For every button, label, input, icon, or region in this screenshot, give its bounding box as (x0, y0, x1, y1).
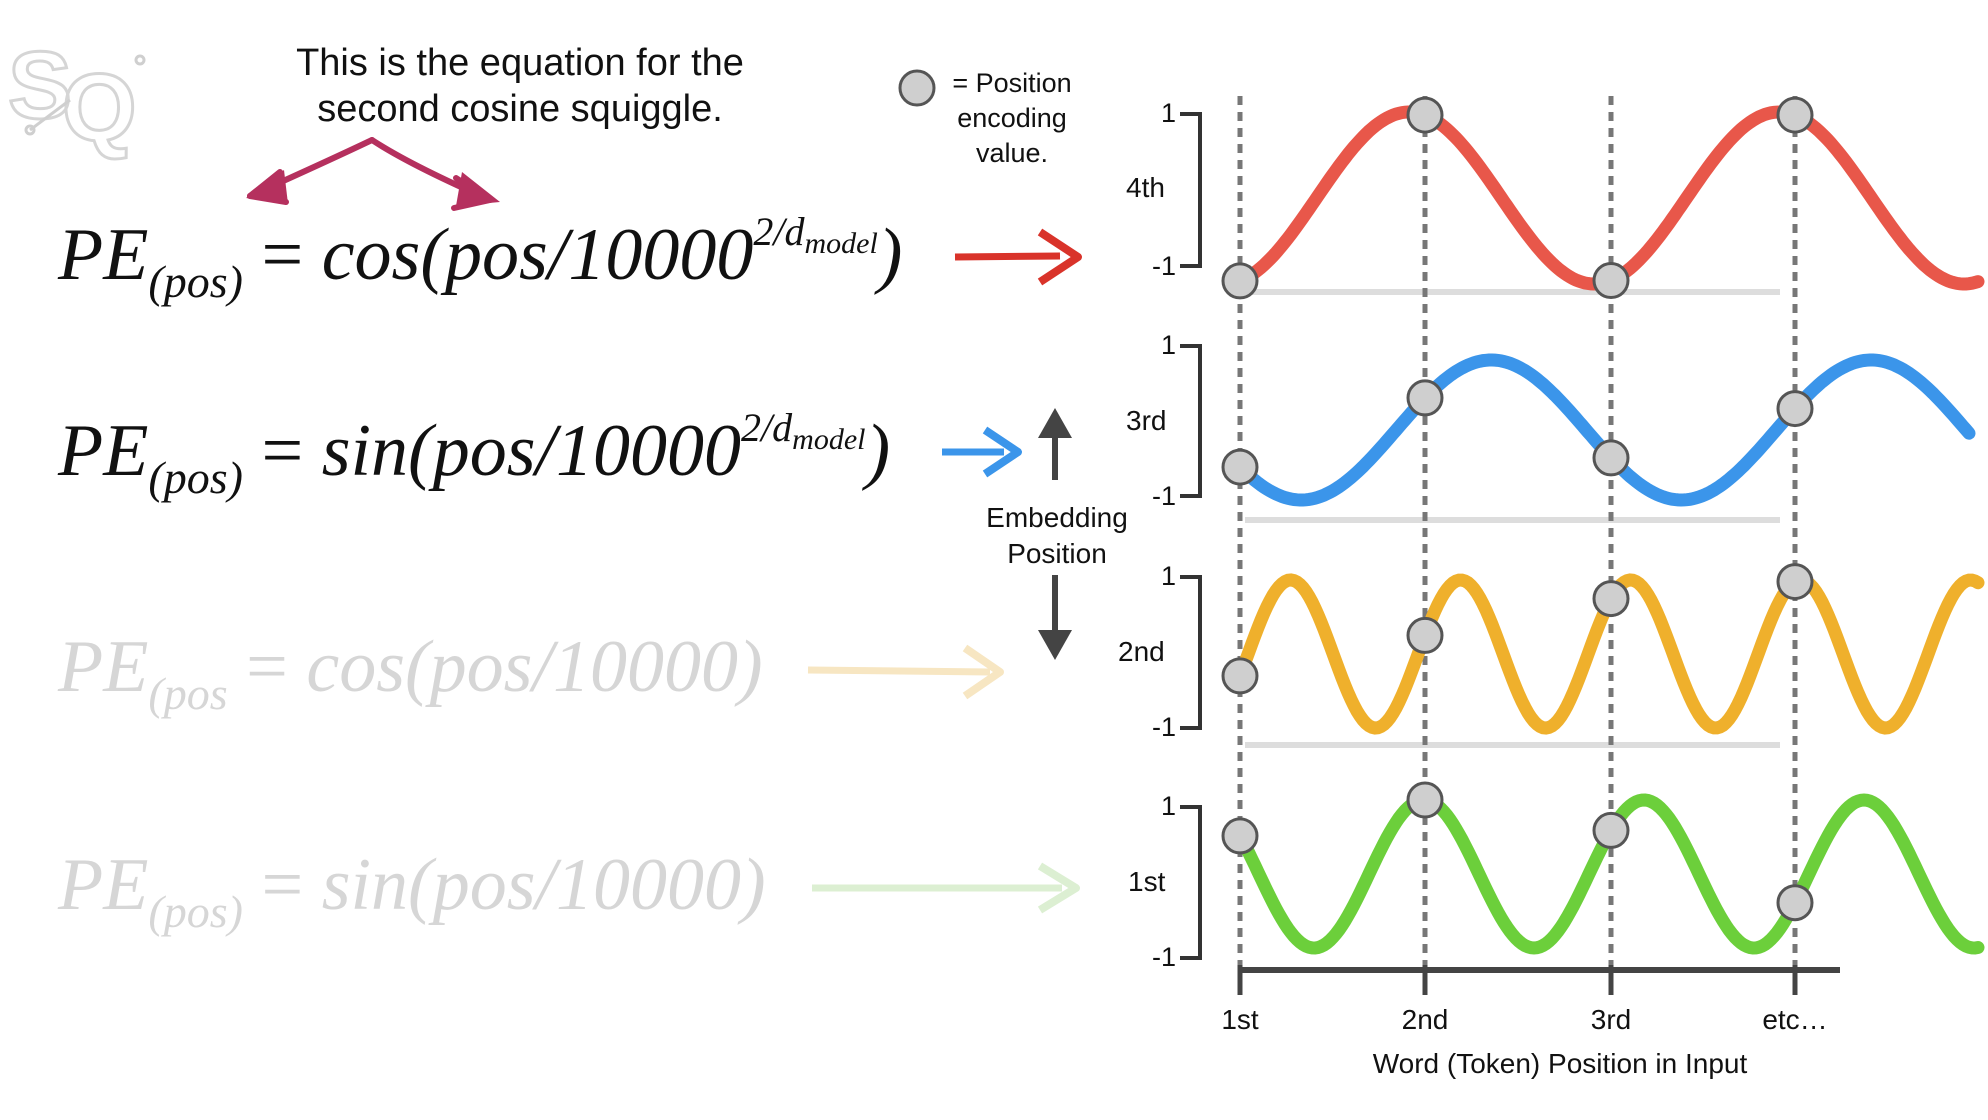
equation-sin-first-faded: PE(pos) = sin(pos/10000) (58, 848, 766, 935)
embedding-arrow-down-head (1038, 630, 1072, 660)
dots-group (1221, 96, 1814, 922)
eq2-close: ) (865, 410, 891, 492)
eq4-lhs: PE (58, 844, 149, 926)
row1-ymax: 1 (1160, 791, 1176, 821)
position-dot-1st-4 (1776, 884, 1814, 922)
position-dot-3rd-1 (1221, 448, 1259, 486)
equation-arrow-blue (942, 426, 1022, 478)
eq2-sub: (pos) (148, 452, 243, 503)
position-dot-1st-3 (1592, 811, 1630, 849)
position-dot-4th-2 (1406, 96, 1444, 134)
position-dot-2nd-2 (1406, 616, 1444, 654)
position-dot-2nd-1 (1221, 657, 1259, 695)
equation-cos-second: PE(pos) = cos(pos/100002/dmodel) (58, 212, 902, 305)
x-axis-label: Word (Token) Position in Input (1372, 1048, 1748, 1079)
eq1-arg: (pos/10000 (420, 214, 754, 296)
eq2-lhs: PE (58, 410, 149, 492)
position-dot-4th-3 (1592, 262, 1630, 299)
embedding-line-1: Embedding (986, 502, 1128, 533)
position-dot-2nd-3 (1592, 580, 1630, 618)
position-dot-1st-1 (1221, 817, 1259, 855)
row2-ymax: 1 (1160, 561, 1176, 591)
row-label-2nd: 2nd (1118, 636, 1165, 667)
position-dot-4th-1 (1221, 262, 1259, 300)
embedding-line-2: Position (1007, 538, 1107, 569)
statquest-logo: S Q (7, 31, 146, 163)
row2-ymin: -1 (1151, 712, 1176, 742)
position-dot-2nd-4 (1776, 563, 1814, 601)
row1-ymin: -1 (1151, 942, 1176, 972)
eq1-lhs: PE (58, 214, 149, 296)
eq1-exp: 2/d (753, 209, 805, 254)
eq4-sub: (pos) (148, 886, 243, 937)
row3-ymax: 1 (1160, 330, 1176, 360)
callout-line-1: This is the equation for the (296, 42, 744, 84)
row-axes (1180, 112, 1202, 960)
eq1-sub: (pos) (148, 256, 243, 307)
row4-ymax: 1 (1160, 98, 1176, 128)
position-dot-4th-4 (1776, 96, 1814, 134)
eq2-equals: = (242, 410, 322, 492)
x-tick-3rd: 3rd (1590, 1004, 1632, 1035)
x-axis-ticks (1237, 962, 1798, 995)
x-tick-etc: etc… (1762, 1004, 1828, 1035)
eq1-close: ) (877, 214, 903, 296)
legend-marker (898, 69, 936, 107)
callout-arrowhead-right (456, 172, 500, 206)
eq3-fn: cos (306, 626, 406, 708)
callout-text: This is the equation for the second cosi… (230, 40, 810, 132)
row3-ymin: -1 (1151, 481, 1176, 511)
legend-line-1: = Position (952, 68, 1072, 98)
eq2-arg: (pos/10000 (408, 410, 742, 492)
eq1-expsub: model (804, 227, 878, 260)
eq3-lhs: PE (58, 626, 149, 708)
eq1-fn: cos (321, 214, 421, 296)
x-tick-1st: 1st (1221, 1004, 1259, 1035)
position-dot-3rd-2 (1406, 379, 1444, 417)
row-label-1st: 1st (1128, 866, 1166, 897)
eq3-arg: (pos/10000) (405, 626, 763, 708)
equation-cos-first-faded: PE(pos = cos(pos/10000) (58, 630, 763, 717)
eq2-expsub: model (792, 423, 866, 456)
eq4-equals: = (242, 844, 322, 926)
equation-sin-second: PE(pos) = sin(pos/100002/dmodel) (58, 408, 890, 501)
position-dot-3rd-3 (1592, 439, 1630, 477)
eq4-fn: sin (321, 844, 409, 926)
row-label-3rd: 3rd (1126, 405, 1167, 436)
callout-line-2: second cosine squiggle. (317, 88, 723, 130)
embedding-position-label: Embedding Position (972, 500, 1142, 572)
eq2-fn: sin (321, 410, 409, 492)
row-label-4th: 4th (1126, 172, 1165, 203)
embedding-arrow-up-head (1038, 408, 1072, 438)
equation-arrow-yellow-faded (807, 644, 1004, 700)
eq2-exp: 2/d (741, 405, 793, 450)
row4-ymin: -1 (1151, 251, 1176, 281)
eq3-sub: (pos (148, 668, 228, 719)
svg-text:S: S (8, 32, 72, 139)
svg-text:Q: Q (62, 54, 137, 161)
eq4-arg: (pos/10000) (408, 844, 766, 926)
equation-arrow-red (954, 228, 1082, 286)
position-dot-3rd-4 (1776, 390, 1814, 428)
curve-3rd (1233, 353, 1976, 507)
x-tick-2nd: 2nd (1401, 1004, 1449, 1035)
legend-line-3: value. (975, 138, 1049, 168)
legend-line-2: encoding (957, 103, 1067, 133)
legend-text: = Position encoding value. (942, 66, 1082, 171)
eq3-equals: = (227, 626, 307, 708)
row-baselines (1245, 289, 1780, 748)
equation-arrow-green-faded (812, 862, 1080, 914)
callout-arrowhead-left (246, 170, 288, 204)
eq1-equals: = (242, 214, 322, 296)
position-dot-1st-2 (1406, 781, 1444, 819)
